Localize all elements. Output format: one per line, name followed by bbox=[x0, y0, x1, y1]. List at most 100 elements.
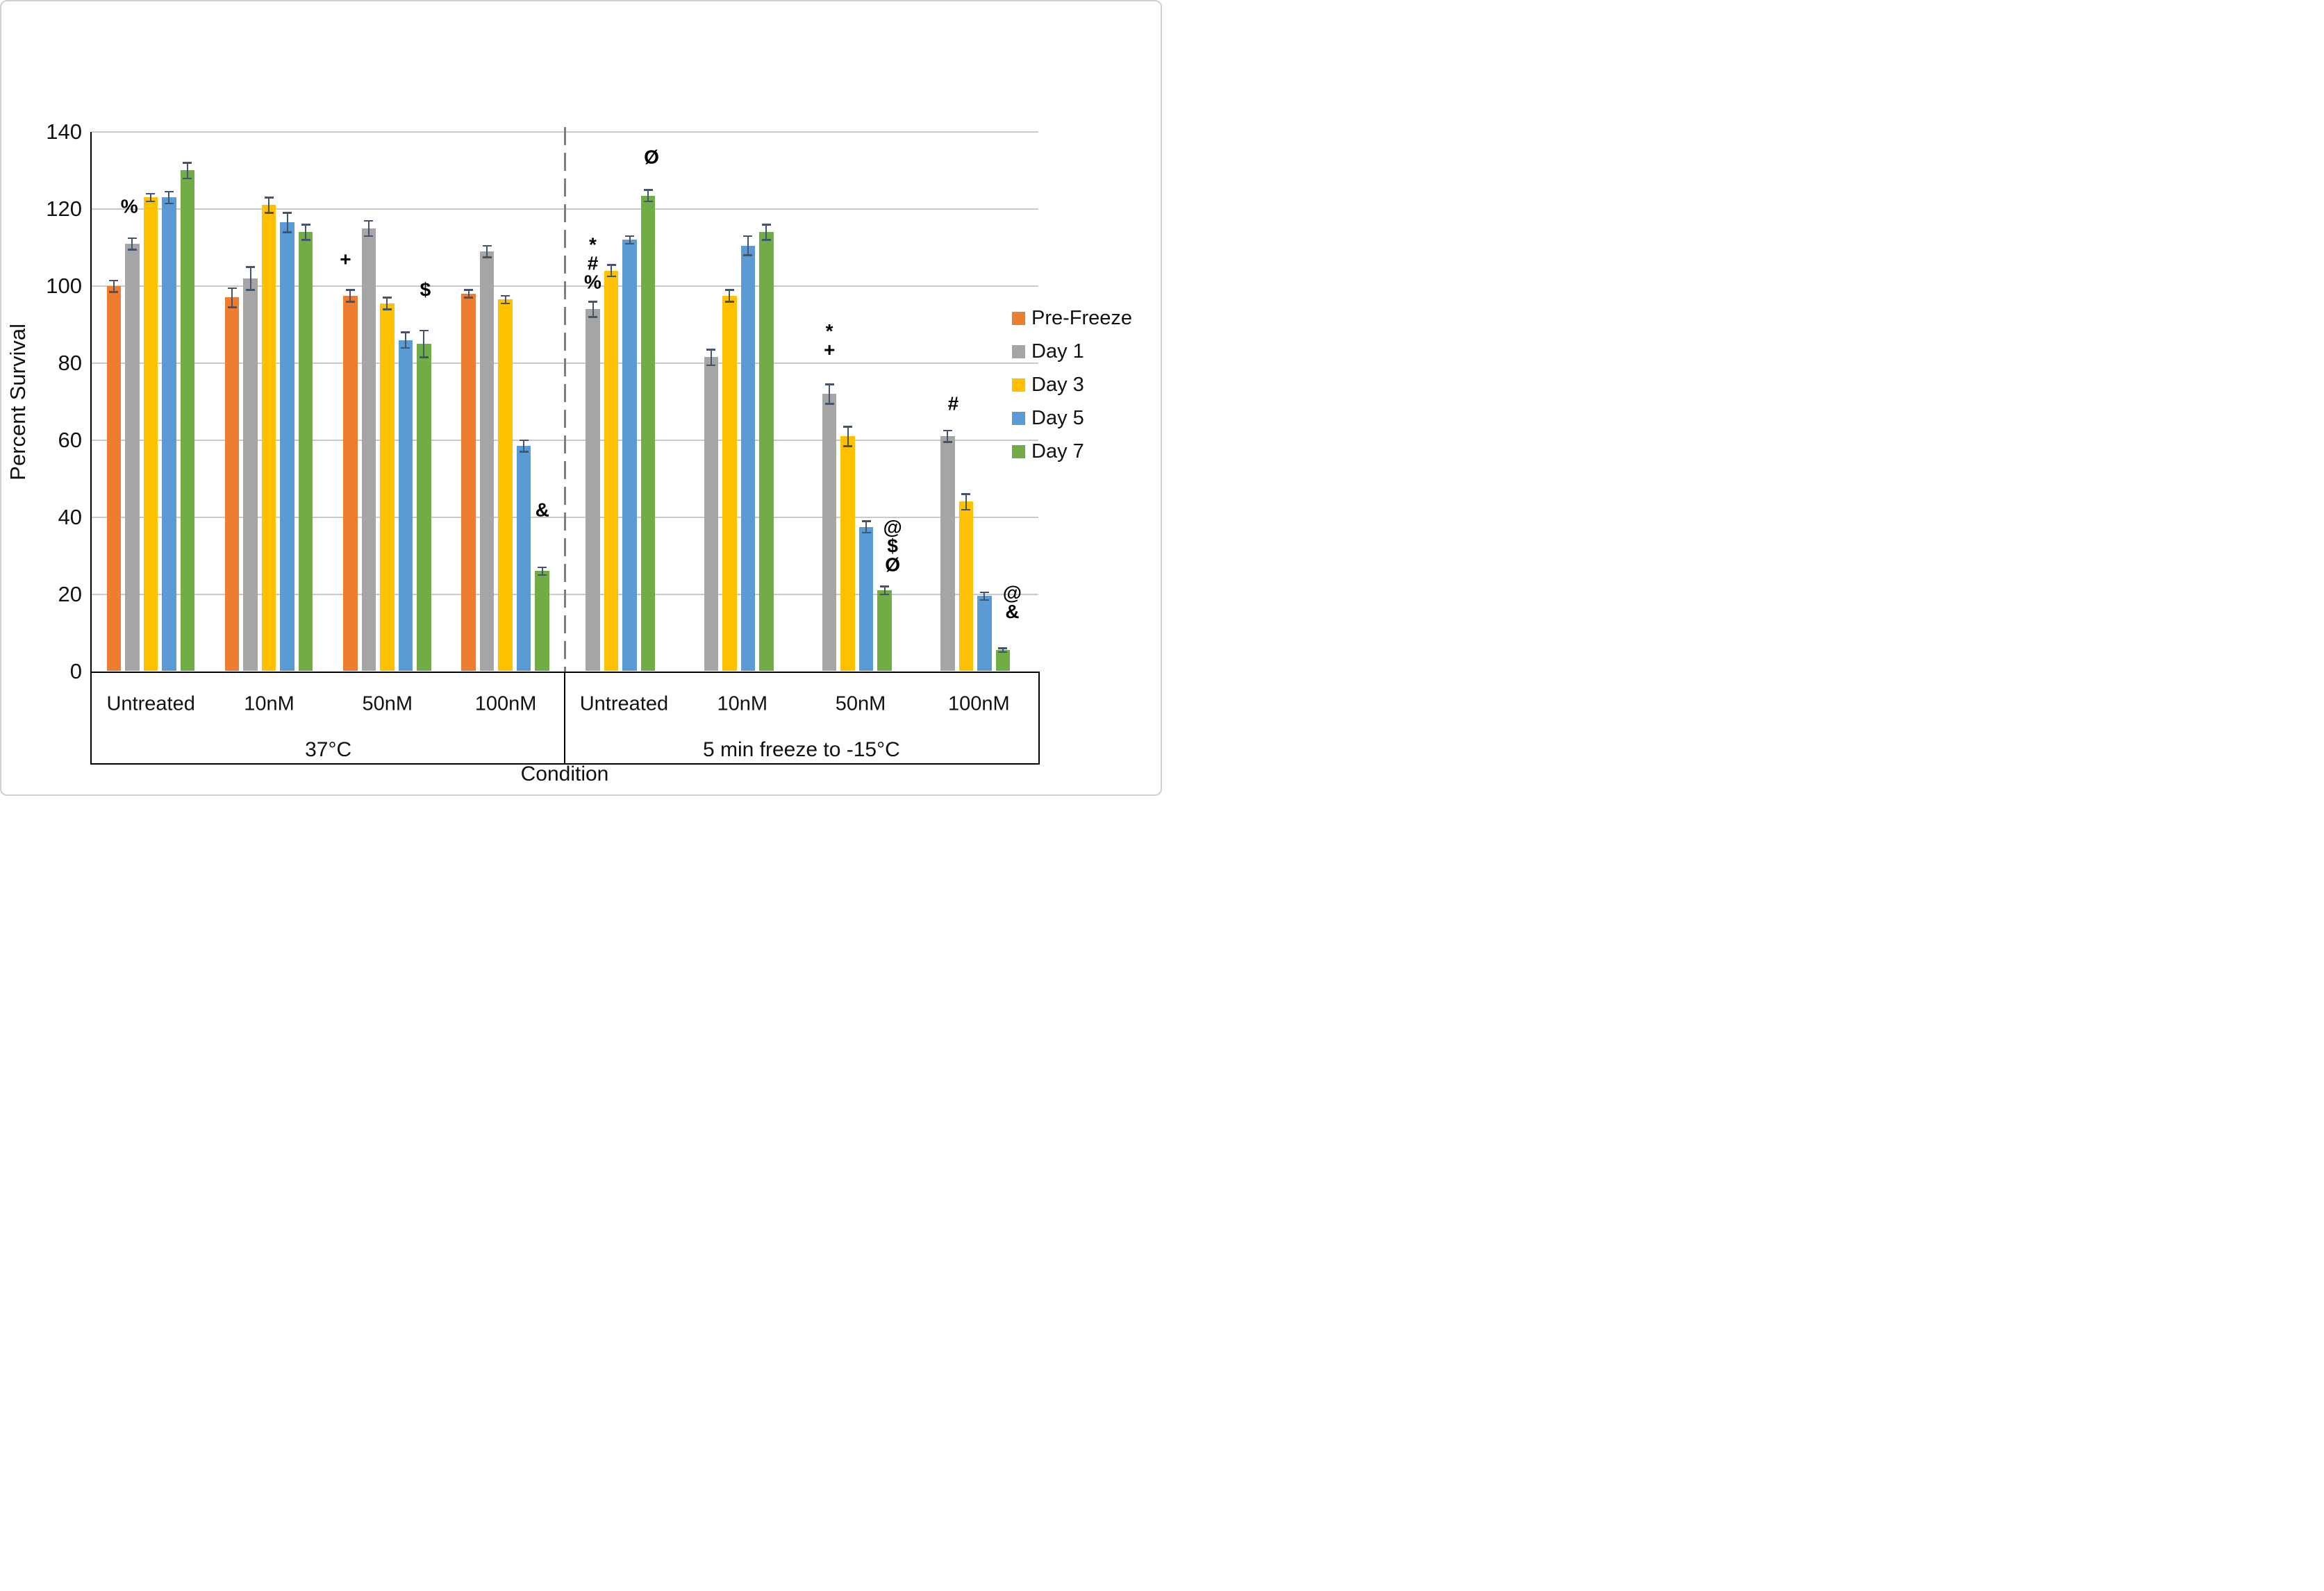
error-bar-cap bbox=[625, 235, 634, 238]
annotation-symbol: % bbox=[584, 271, 601, 293]
error-bar bbox=[592, 301, 594, 317]
annotation-&: & bbox=[536, 500, 549, 519]
error-bar-cap bbox=[109, 279, 119, 282]
legend-label: Pre-Freeze bbox=[1031, 306, 1133, 329]
condition-group-label: 37°C bbox=[305, 738, 352, 761]
error-bar bbox=[947, 430, 949, 442]
bar-37°C-Untreated-Day 5 bbox=[162, 197, 176, 672]
error-bar-cap bbox=[301, 239, 310, 241]
error-bar-cap bbox=[943, 441, 952, 443]
bar-37°C-10nM-Day 5 bbox=[280, 222, 294, 672]
error-bar-cap bbox=[643, 200, 653, 203]
error-bar-cap bbox=[538, 566, 547, 569]
y-tick-label: 140 bbox=[46, 119, 82, 144]
error-bar-cap bbox=[301, 224, 310, 226]
plot-area: 0 20 40 60 80 100 120 140% + $ & * #% Ø * + @ $ Ø # @ & Untrea… bbox=[1, 1, 1161, 794]
error-bar bbox=[983, 592, 986, 600]
error-bar bbox=[883, 586, 886, 594]
annotation-symbol: & bbox=[1005, 600, 1020, 622]
error-bar bbox=[367, 220, 370, 236]
error-bar-cap bbox=[164, 202, 174, 205]
category-axis-box-line bbox=[90, 671, 92, 763]
annotation-symbol: + bbox=[823, 338, 836, 360]
y-tick-label: 40 bbox=[58, 504, 82, 529]
error-bar bbox=[765, 224, 767, 240]
category-label-100nM: 100nM bbox=[474, 692, 537, 715]
error-bar-cap bbox=[880, 585, 890, 588]
x-axis-title: Condition bbox=[520, 763, 609, 785]
annotation-symbol: @ bbox=[883, 516, 902, 538]
bar-5 min freeze to -15°C-Untreated-Day 7 bbox=[640, 195, 656, 672]
bar-37°C-Untreated-Day 1 bbox=[125, 243, 140, 672]
error-bar-cap bbox=[146, 200, 156, 203]
bar-37°C-10nM-Day 7 bbox=[298, 232, 313, 672]
error-bar-cap bbox=[401, 331, 410, 333]
error-bar-cap bbox=[183, 177, 192, 180]
bar-37°C-100nM-Day 5 bbox=[516, 446, 531, 672]
category-axis-box-line bbox=[564, 671, 566, 763]
annotation-%: % bbox=[121, 197, 138, 216]
annotation-symbol: + bbox=[340, 248, 351, 270]
annotation-symbol: $ bbox=[887, 535, 898, 557]
error-bar-cap bbox=[861, 520, 871, 522]
error-bar-cap bbox=[861, 531, 871, 534]
bar-37°C-10nM-Day 1 bbox=[243, 278, 258, 672]
error-bar-cap bbox=[419, 356, 429, 358]
error-bar bbox=[486, 245, 488, 258]
error-bar-cap bbox=[482, 256, 492, 258]
error-bar-cap bbox=[961, 493, 971, 495]
annotation-symbol: Ø bbox=[644, 146, 659, 168]
bar-5 min freeze to -15°C-10nM-Day 7 bbox=[759, 232, 774, 672]
error-bar-cap bbox=[501, 302, 511, 305]
error-bar-cap bbox=[519, 439, 529, 442]
error-bar-cap bbox=[519, 451, 529, 453]
legend-label: Day 7 bbox=[1031, 440, 1084, 463]
bar-37°C-10nM-Pre-Freeze bbox=[224, 297, 240, 672]
bar-5 min freeze to -15°C-100nM-Day 5 bbox=[977, 596, 992, 672]
category-label-10nM: 10nM bbox=[717, 692, 767, 715]
error-bar-cap bbox=[345, 289, 355, 291]
error-bar-cap bbox=[246, 289, 256, 291]
error-bar bbox=[504, 295, 506, 303]
annotation-symbol: % bbox=[120, 195, 138, 217]
error-bar bbox=[305, 224, 307, 240]
error-bar bbox=[629, 235, 631, 244]
error-bar-cap bbox=[246, 266, 256, 268]
bar-37°C-100nM-Day 1 bbox=[479, 251, 495, 672]
error-bar-cap bbox=[127, 249, 137, 251]
error-bar-cap bbox=[743, 235, 753, 238]
bar-37°C-100nM-Pre-Freeze bbox=[461, 293, 476, 672]
error-bar-cap bbox=[979, 591, 989, 594]
error-bar-cap bbox=[164, 190, 174, 193]
bar-5 min freeze to -15°C-Untreated-Day 5 bbox=[622, 240, 637, 672]
error-bar bbox=[747, 235, 749, 256]
error-bar bbox=[611, 265, 612, 276]
annotation-$: $ bbox=[420, 280, 431, 299]
bar-5 min freeze to -15°C-Untreated-Day 1 bbox=[586, 309, 600, 672]
error-bar-cap bbox=[880, 593, 890, 596]
annotation-symbol: * bbox=[825, 319, 833, 342]
bar-37°C-50nM-Day 5 bbox=[398, 340, 413, 672]
error-bar-cap bbox=[606, 264, 616, 266]
error-bar-cap bbox=[761, 224, 771, 226]
y-tick-label: 120 bbox=[46, 196, 82, 221]
error-bar bbox=[467, 290, 470, 298]
annotation-symbol: & bbox=[535, 499, 549, 521]
y-tick-label: 80 bbox=[58, 350, 82, 375]
error-bar-cap bbox=[588, 301, 597, 303]
error-bar bbox=[168, 191, 170, 203]
y-axis-line bbox=[90, 132, 92, 672]
category-label-50nM: 50nM bbox=[835, 692, 886, 715]
bar-37°C-10nM-Day 3 bbox=[261, 205, 276, 672]
error-bar bbox=[647, 190, 649, 201]
error-bar bbox=[541, 567, 543, 575]
error-bar-cap bbox=[588, 316, 597, 318]
bar-37°C-50nM-Pre-Freeze bbox=[343, 295, 358, 672]
error-bar bbox=[249, 267, 251, 290]
y-tick-label: 60 bbox=[58, 427, 82, 452]
bar-37°C-50nM-Day 7 bbox=[417, 344, 431, 672]
annotation-symbol: * bbox=[589, 233, 597, 256]
x-axis-line bbox=[90, 671, 1038, 673]
error-bar bbox=[1002, 648, 1004, 652]
error-bar-cap bbox=[464, 289, 474, 291]
